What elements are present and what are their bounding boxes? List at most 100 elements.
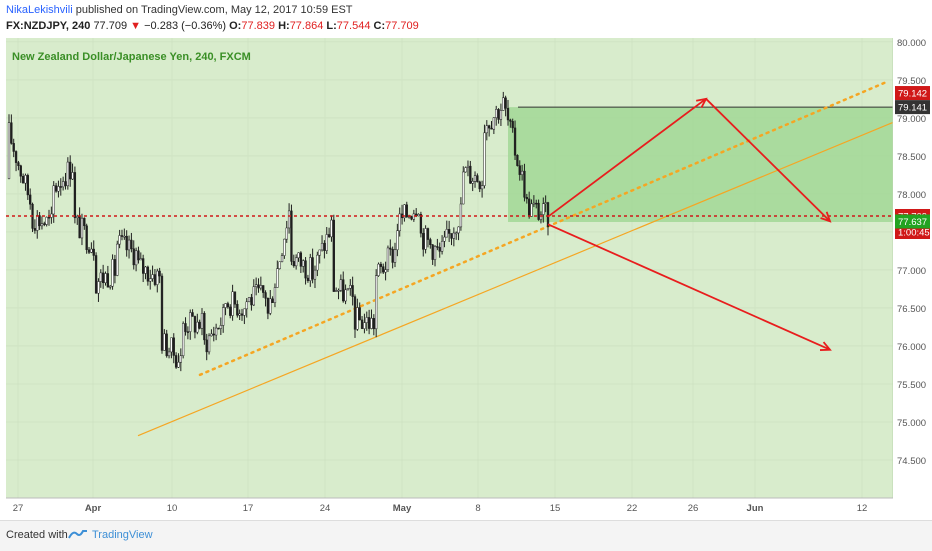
candle-body — [259, 285, 262, 289]
forecast-arrow-line[interactable] — [705, 98, 831, 222]
candle-body — [525, 197, 528, 200]
candle-body — [403, 204, 406, 219]
candle-body — [393, 249, 397, 263]
candle-body — [485, 125, 488, 134]
x-tick-label: 10 — [167, 503, 178, 514]
candle-body — [36, 215, 39, 231]
candle-body — [530, 203, 533, 217]
x-tick-label: 24 — [320, 503, 331, 514]
y-tick-label: 80.000 — [897, 38, 926, 49]
candle-body — [273, 287, 277, 303]
candle-body — [257, 284, 260, 289]
price-chart[interactable]: New Zealand Dollar/Japanese Yen, 240, FX… — [0, 38, 932, 520]
tradingview-logo-icon[interactable] — [68, 528, 88, 547]
candle-body — [283, 238, 286, 256]
y-tick-label: 79.000 — [897, 114, 926, 125]
candle-body — [511, 121, 514, 129]
candle-body — [163, 333, 166, 351]
candle-body — [262, 285, 265, 293]
candle-body — [297, 252, 300, 259]
price-axis — [893, 38, 932, 520]
candle-body — [111, 259, 114, 287]
x-axis-labels: 27 Apr 10 17 24 May 8 15 22 26 Jun 12 — [13, 503, 868, 514]
candle-body — [386, 247, 390, 270]
candle-body — [134, 250, 138, 266]
x-tick-label: 12 — [857, 503, 868, 514]
forecast-arrow-line[interactable] — [547, 223, 831, 351]
candle-body — [118, 235, 121, 245]
y-tick-label: 75.500 — [897, 380, 926, 391]
candle-body — [99, 272, 102, 282]
candle-body — [325, 234, 328, 251]
candle-body — [236, 303, 239, 316]
candle-body — [73, 172, 77, 219]
candle-body — [327, 234, 331, 238]
candle-body — [127, 239, 131, 251]
candle-body — [219, 325, 222, 329]
price-tag-text: 1:00:45 — [898, 227, 930, 238]
candle-body — [304, 260, 307, 279]
x-tick-label: 15 — [550, 503, 561, 514]
x-tick-label: Apr — [85, 503, 102, 514]
candle-body — [14, 151, 18, 163]
candle-body — [469, 165, 472, 184]
candle-body — [509, 119, 512, 122]
candle-body — [339, 279, 343, 291]
ohlc-line: FX:NZDJPY, 240 77.709 ▼ −0.283 (−0.36%) … — [6, 20, 419, 32]
candle-body — [516, 155, 519, 166]
y-tick-label: 74.500 — [897, 456, 926, 467]
candles — [7, 91, 550, 372]
x-tick-label: 17 — [243, 503, 254, 514]
published-text: published on TradingView.com, May 12, 20… — [75, 4, 353, 16]
candle-body — [295, 257, 298, 267]
candle-body — [280, 255, 284, 262]
candle-body — [193, 316, 197, 333]
candle-body — [518, 165, 521, 175]
candle-body — [535, 202, 538, 205]
candle-body — [445, 229, 448, 238]
candle-body — [123, 235, 126, 238]
candle-body — [78, 216, 81, 239]
candle-body — [410, 216, 413, 220]
candle-body — [323, 242, 326, 251]
candle-body — [83, 217, 86, 227]
candle-body — [250, 297, 253, 306]
candle-body — [405, 204, 408, 218]
candle-body — [71, 172, 74, 180]
candle-body — [101, 272, 105, 284]
candle-body — [191, 312, 194, 317]
candle-body — [59, 186, 62, 188]
candle-body — [419, 214, 423, 234]
candle-body — [196, 321, 199, 333]
candle-body — [43, 223, 46, 225]
candle-body — [360, 319, 364, 329]
candle-body — [483, 132, 486, 186]
target-zone[interactable] — [508, 107, 893, 222]
candle-body — [292, 261, 295, 267]
candle-body — [104, 273, 107, 284]
author-name[interactable]: NikaLekishvili — [6, 4, 73, 16]
candle-body — [447, 229, 451, 234]
dotted-trendline[interactable] — [198, 80, 890, 377]
candle-body — [106, 273, 110, 288]
candle-body — [66, 161, 69, 187]
candle-body — [287, 210, 291, 229]
candle-body — [346, 288, 350, 291]
candle-body — [367, 317, 371, 329]
forecast-arrow-line[interactable] — [547, 98, 707, 218]
y-tick-label: 78.500 — [897, 152, 926, 163]
candle-body — [433, 246, 437, 260]
tradingview-brand[interactable]: TradingView — [92, 529, 153, 541]
forecast-arrows[interactable] — [547, 97, 832, 351]
candle-body — [466, 165, 470, 168]
support-trendline[interactable] — [137, 121, 894, 437]
candle-body — [54, 185, 58, 192]
candle-body — [137, 250, 140, 261]
candle-body — [245, 301, 248, 310]
candle-body — [153, 274, 157, 285]
x-tick-label: 26 — [688, 503, 699, 514]
candle-body — [266, 297, 270, 314]
candle-body — [222, 307, 225, 326]
candle-body — [391, 248, 394, 263]
